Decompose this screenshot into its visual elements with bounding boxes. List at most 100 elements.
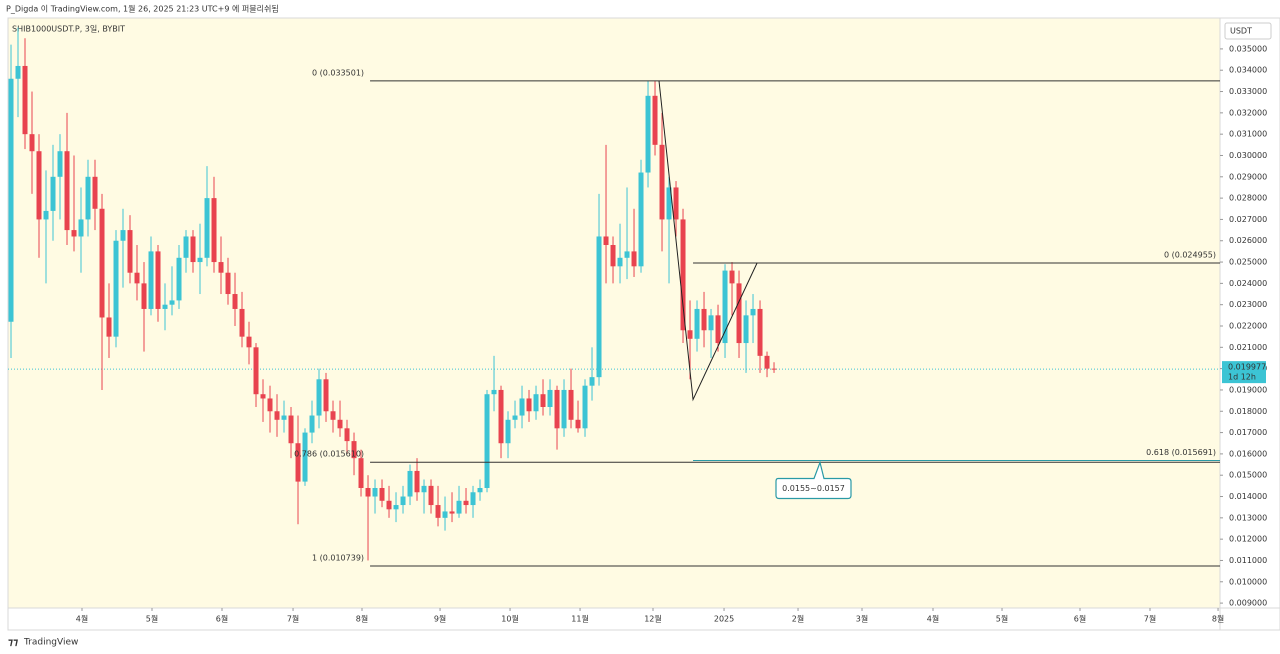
candle-body <box>183 236 189 258</box>
candle-body <box>568 389 574 420</box>
frame <box>7 17 1280 631</box>
candle-body <box>540 394 546 407</box>
x-tick-label: 2월 <box>792 614 804 624</box>
candle-body <box>295 443 301 482</box>
candle-body <box>428 485 434 506</box>
candle-body <box>281 415 287 420</box>
candle-body <box>708 315 714 331</box>
x-tick-label: 3월 <box>856 614 868 624</box>
x-tick-label: 10월 <box>501 614 519 624</box>
x-tick-label: 8월 <box>1212 614 1224 624</box>
candle-body <box>78 219 84 237</box>
candle-body <box>561 389 567 429</box>
candle-body <box>309 415 315 433</box>
candle-body <box>547 389 553 407</box>
candle-body <box>491 389 497 395</box>
candle-body <box>253 347 259 395</box>
x-tick-label: 7월 <box>1144 614 1156 624</box>
y-tick-label: 0.029000 <box>1229 172 1267 181</box>
candle-body <box>92 176 98 209</box>
candle-body <box>288 415 294 444</box>
candle-body <box>624 251 630 258</box>
y-tick-label: 0.016000 <box>1229 449 1267 458</box>
candle-body <box>232 294 238 309</box>
candle-body <box>694 308 700 339</box>
brand: TradingView <box>23 638 78 648</box>
candle-body <box>225 272 231 295</box>
y-tick-label: 0.035000 <box>1229 44 1267 53</box>
candle-body <box>302 432 308 482</box>
x-tick-label: 4월 <box>76 614 88 624</box>
y-tick-label: 0.021000 <box>1229 343 1267 352</box>
candle-body <box>666 187 672 220</box>
candle-body <box>99 208 105 318</box>
candle-body <box>43 210 49 220</box>
y-tick-label: 0.024000 <box>1229 279 1267 288</box>
y-tick-label: 0.018000 <box>1229 407 1267 416</box>
candle-body <box>134 272 140 284</box>
candle-body <box>589 377 595 386</box>
x-tick-label: 9월 <box>434 614 446 624</box>
candle-body <box>645 95 651 173</box>
x-tick-label: 5월 <box>146 614 158 624</box>
candle-body <box>463 500 469 506</box>
candle-body <box>239 308 245 337</box>
candle-body <box>484 394 490 488</box>
candle-body <box>582 385 588 429</box>
candle-body <box>603 236 609 246</box>
candle-body <box>764 355 770 369</box>
candle-body <box>505 419 511 444</box>
x-tick-label: 4월 <box>927 614 939 624</box>
x-tick-label: 7월 <box>287 614 299 624</box>
candle-body <box>330 411 336 420</box>
candle-body <box>155 251 161 309</box>
price-tag <box>1222 361 1266 384</box>
y-tick-label: 0.033000 <box>1229 87 1267 96</box>
candle-body <box>736 283 742 344</box>
y-tick-label: 0.030000 <box>1229 151 1267 160</box>
y-tick-label: 0.010000 <box>1229 577 1267 586</box>
candle-body <box>127 230 133 273</box>
candle-body <box>442 511 448 518</box>
candle-body <box>617 257 623 267</box>
candle-body <box>407 470 413 497</box>
y-tick-label: 0.025000 <box>1229 258 1267 267</box>
candle-body <box>316 379 322 416</box>
candle-body <box>141 283 147 309</box>
candle-body <box>8 78 14 322</box>
plot-area <box>8 18 1220 608</box>
candle-body <box>498 389 504 444</box>
fib-label: 0 (0.024955) <box>1164 251 1216 260</box>
candle-body <box>29 134 35 152</box>
candle-body <box>449 511 455 514</box>
candle-body <box>722 270 728 344</box>
candle-body <box>351 441 357 459</box>
candle-body <box>274 411 280 420</box>
candle-body <box>652 95 658 145</box>
candle-body <box>337 419 343 429</box>
candle-body <box>204 198 210 258</box>
y-tick-label: 0.034000 <box>1229 66 1267 75</box>
callout-text: 0.0155~0.0157 <box>782 484 845 493</box>
x-tick-label: 2025 <box>714 615 734 624</box>
zigzag-line <box>658 80 758 402</box>
candle-body <box>218 262 224 273</box>
candle-body <box>211 198 217 263</box>
candle-body <box>526 398 532 412</box>
candle-body <box>190 236 196 263</box>
candle-body <box>519 398 525 416</box>
x-tick-label: 5월 <box>996 614 1008 624</box>
fib-label: 0 (0.033501) <box>312 68 364 77</box>
candle-body <box>673 187 679 220</box>
candle-body <box>610 245 616 267</box>
candle-body <box>414 470 420 493</box>
candle-body <box>729 270 735 284</box>
candle-body <box>15 65 21 79</box>
y-tick-label: 0.023000 <box>1229 300 1267 309</box>
candle-body <box>743 315 749 344</box>
candle-body <box>771 368 777 370</box>
currency: USDT <box>1230 27 1252 36</box>
y-tick-label: 0.026000 <box>1229 236 1267 245</box>
